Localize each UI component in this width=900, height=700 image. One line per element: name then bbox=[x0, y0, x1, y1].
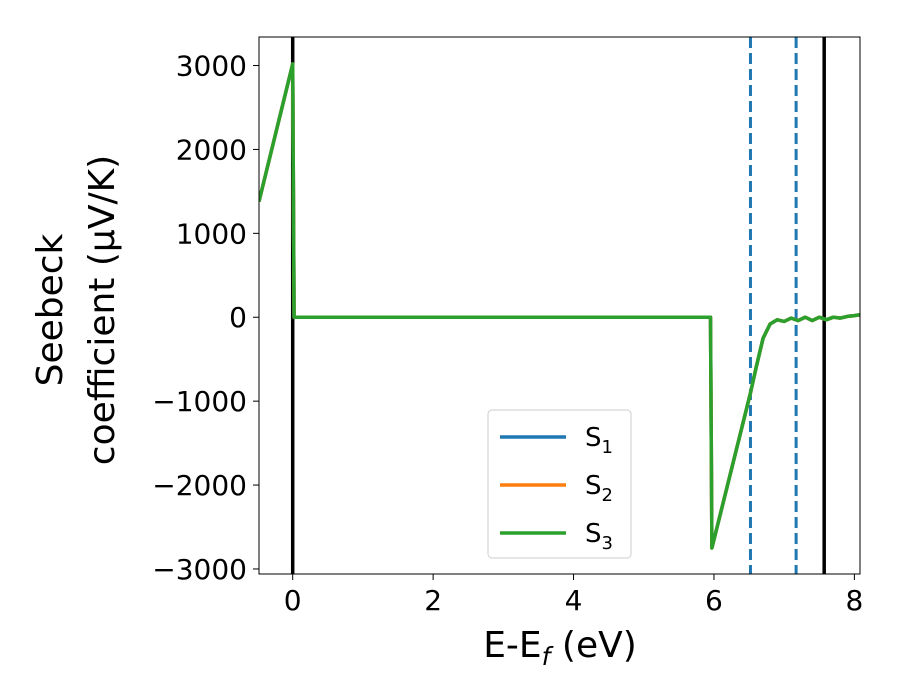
legend-label: S1 bbox=[585, 423, 613, 458]
series-line-s3 bbox=[259, 62, 860, 550]
legend-label: S2 bbox=[585, 471, 613, 506]
x-tick-label: 2 bbox=[424, 584, 442, 617]
y-axis-label-line1: Seebeck bbox=[30, 233, 71, 386]
x-axis-label-main: E-E bbox=[483, 625, 541, 666]
y-axis-ticks: 3000 2000 1000 0 −1000 −2000 −3000 bbox=[152, 50, 259, 586]
plot-frame bbox=[258, 36, 861, 575]
legend: S1 S2 S3 bbox=[487, 409, 632, 559]
y-tick-label: 0 bbox=[229, 301, 247, 334]
y-tick-label: −3000 bbox=[152, 553, 247, 586]
legend-label: S3 bbox=[585, 519, 613, 554]
y-tick-label: −1000 bbox=[152, 385, 247, 418]
y-axis-label-line2: coefficient (μV/K) bbox=[82, 155, 123, 465]
x-tick-label: 0 bbox=[284, 584, 302, 617]
x-tick-label: 4 bbox=[565, 584, 583, 617]
series-lines bbox=[259, 62, 860, 550]
y-tick-label: 1000 bbox=[176, 217, 247, 250]
y-tick-label: 3000 bbox=[176, 50, 247, 83]
y-tick-label: −2000 bbox=[152, 469, 247, 502]
y-tick-label: 2000 bbox=[176, 133, 247, 166]
y-axis-label: Seebeck coefficient (μV/K) bbox=[30, 155, 123, 465]
x-axis-ticks: 0 2 4 6 8 bbox=[284, 574, 863, 617]
x-axis-label-suffix: (eV) bbox=[550, 625, 636, 666]
x-tick-label: 8 bbox=[845, 584, 863, 617]
x-axis-label: E-Ef (eV) bbox=[483, 625, 637, 671]
x-tick-label: 6 bbox=[705, 584, 723, 617]
